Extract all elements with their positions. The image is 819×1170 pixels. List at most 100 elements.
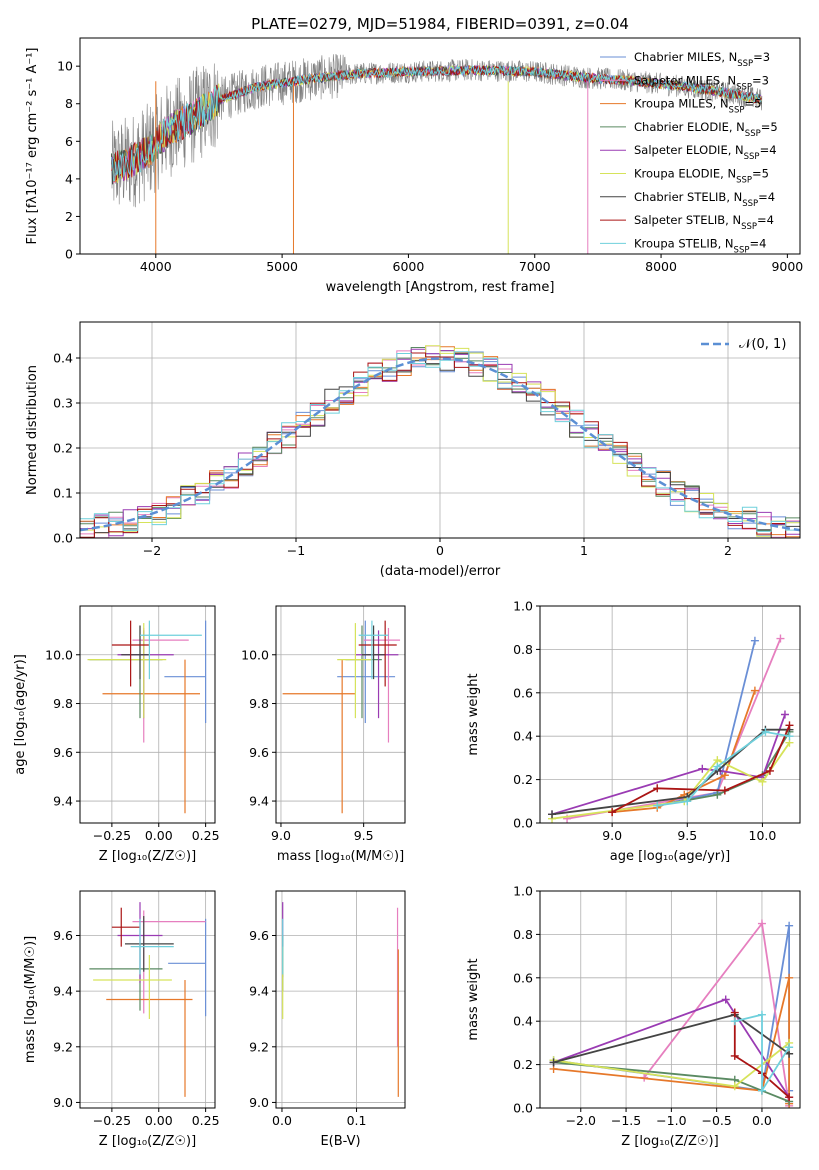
y-tick-label: 10 bbox=[57, 59, 73, 74]
legend-label-kroupa_stelib: Kroupa STELIB, NSSP=4 bbox=[634, 236, 766, 255]
y-tick-label: 0.8 bbox=[513, 642, 533, 657]
plot-area bbox=[80, 345, 800, 538]
mass-vs-ebv-panel: 0.0 0.1 9.0 9.2 9.4 9.6 E(B-V) bbox=[249, 890, 406, 1149]
y-tick-label: 8 bbox=[65, 96, 73, 111]
y-tick-label: 0.0 bbox=[53, 531, 73, 546]
y-tick-label: 9.4 bbox=[249, 794, 269, 809]
y-tick-label: 9.8 bbox=[53, 696, 73, 711]
legend-label-salpeter_stelib: Salpeter STELIB, NSSP=4 bbox=[634, 213, 774, 232]
y-tick-label: 0.3 bbox=[53, 396, 73, 411]
weight-marker-chabrier_miles bbox=[785, 921, 794, 930]
weight-marker-chabrier_stelib bbox=[548, 810, 557, 819]
x-tick-label: 5000 bbox=[266, 259, 298, 274]
x-tick-label: 0.0 bbox=[272, 1113, 292, 1128]
y-axis-label: mass weight bbox=[466, 958, 481, 1040]
plot-area bbox=[282, 902, 399, 1097]
x-axis-label: age [log₁₀(age/yr)] bbox=[610, 849, 731, 864]
legend-label-salpeter_elodie: Salpeter ELODIE, NSSP=4 bbox=[634, 143, 777, 162]
plot-area bbox=[549, 919, 794, 1108]
spectrum-legend: Chabrier MILES, NSSP=3 Salpeter MILES, NS… bbox=[600, 50, 778, 255]
axes-frame bbox=[275, 605, 406, 824]
plot-area bbox=[87, 620, 207, 814]
x-axis-label: Z [log₁₀(Z/Z☉)] bbox=[99, 1134, 196, 1149]
y-tick-label: 9.6 bbox=[53, 928, 73, 943]
x-axis-label: wavelength [Angstrom, rest frame] bbox=[326, 280, 555, 295]
y-tick-label: 0.1 bbox=[53, 486, 73, 501]
weight-marker-salpeter_miles bbox=[776, 634, 785, 643]
axes-frame bbox=[539, 605, 801, 824]
mass-weight-vs-age-panel: 9.0 9.5 10.0 0.0 0.2 0.4 0.6 0.8 1.0 age [log₁₀(a… bbox=[466, 599, 801, 864]
residual-histogram-kroupa_stelib bbox=[80, 351, 800, 532]
weight-line-kroupa_stelib bbox=[734, 1013, 790, 1094]
y-axis-label: age [log₁₀(age/yr)] bbox=[13, 654, 28, 775]
y-tick-label: 0.4 bbox=[513, 729, 533, 744]
x-tick-label: 10.0 bbox=[749, 828, 777, 843]
x-tick-label: 8000 bbox=[645, 259, 677, 274]
x-tick-label: 0.00 bbox=[145, 1113, 173, 1128]
weight-marker-kroupa_stelib bbox=[785, 1043, 794, 1052]
x-tick-label: 6000 bbox=[393, 259, 425, 274]
legend-label-chabrier_stelib: Chabrier STELIB, NSSP=4 bbox=[634, 190, 775, 209]
y-tick-label: 9.6 bbox=[53, 745, 73, 760]
y-tick-label: 9.2 bbox=[249, 1039, 269, 1054]
x-tick-label: −2 bbox=[143, 543, 161, 558]
y-tick-label: 0.6 bbox=[513, 970, 533, 985]
weight-marker-kroupa_miles bbox=[785, 973, 794, 982]
y-tick-label: 0.0 bbox=[513, 1101, 533, 1116]
weight-marker-salpeter_stelib bbox=[720, 786, 729, 795]
weight-marker-chabrier_stelib bbox=[549, 1058, 558, 1067]
y-axis-label: Flux [fλ10⁻¹⁷ erg cm⁻² s⁻¹ A⁻¹] bbox=[25, 48, 40, 245]
weight-marker-salpeter_stelib bbox=[653, 784, 662, 793]
figure-title: PLATE=0279, MJD=51984, FIBERID=0391, z=0… bbox=[251, 15, 629, 33]
y-tick-label: 0.8 bbox=[513, 927, 533, 942]
y-tick-label: 1.0 bbox=[513, 884, 533, 899]
model-spectrum-kroupa_stelib bbox=[111, 64, 762, 182]
y-tick-label: 9.2 bbox=[53, 1039, 73, 1054]
legend-label-chabrier_miles: Chabrier MILES, NSSP=3 bbox=[634, 50, 770, 69]
residual-histogram-kroupa_elodie bbox=[80, 345, 800, 537]
weight-marker-salpeter_stelib bbox=[785, 1093, 794, 1102]
x-tick-label: 0.25 bbox=[192, 1113, 220, 1128]
weight-line-kroupa_miles bbox=[612, 690, 756, 813]
y-axis-label: mass [log₁₀(M/M☉)] bbox=[23, 936, 38, 1063]
axes-frame bbox=[275, 890, 406, 1109]
y-tick-label: 1.0 bbox=[513, 599, 533, 614]
legend-label-kroupa_elodie: Kroupa ELODIE, NSSP=5 bbox=[634, 167, 769, 186]
weight-marker-salpeter_stelib bbox=[730, 1051, 739, 1060]
age-vs-metallicity-panel: −0.25 0.00 0.25 9.4 9.6 9.8 10.0 Z [log₁₀(Z/Z☉)… bbox=[13, 605, 220, 864]
x-tick-label: 0 bbox=[436, 543, 444, 558]
y-tick-label: 4 bbox=[65, 171, 73, 186]
legend-label-kroupa_miles: Kroupa MILES, NSSP=5 bbox=[634, 97, 761, 116]
weight-marker-salpeter_stelib bbox=[730, 1008, 739, 1017]
y-tick-label: 0.4 bbox=[513, 1014, 533, 1029]
y-tick-label: 9.0 bbox=[53, 1095, 73, 1110]
x-tick-label: 9.5 bbox=[677, 828, 697, 843]
x-axis-label: Z [log₁₀(Z/Z☉)] bbox=[99, 849, 196, 864]
x-tick-label: −1.0 bbox=[656, 1113, 686, 1128]
weight-marker-kroupa_stelib bbox=[761, 727, 770, 736]
weight-marker-kroupa_stelib bbox=[730, 1017, 739, 1026]
y-tick-label: 6 bbox=[65, 134, 73, 149]
y-tick-label: 10.0 bbox=[45, 647, 73, 662]
x-tick-label: 7000 bbox=[519, 259, 551, 274]
y-axis-label: mass weight bbox=[466, 673, 481, 755]
x-tick-label: 9.0 bbox=[602, 828, 622, 843]
weight-marker-salpeter_elodie bbox=[780, 710, 789, 719]
y-axis-label: Normed distribution bbox=[25, 365, 40, 495]
mass-vs-metallicity-panel: −0.25 0.00 0.25 9.0 9.2 9.4 9.6 Z [log₁₀(Z/Z☉)]… bbox=[23, 890, 220, 1149]
weight-marker-kroupa_elodie bbox=[730, 1082, 739, 1091]
x-tick-label: 0.25 bbox=[192, 828, 220, 843]
x-tick-label: −0.5 bbox=[701, 1113, 731, 1128]
y-tick-label: 0.2 bbox=[53, 441, 73, 456]
weight-marker-salpeter_elodie bbox=[698, 764, 707, 773]
y-tick-label: 9.8 bbox=[249, 696, 269, 711]
weight-marker-kroupa_stelib bbox=[785, 732, 794, 741]
x-tick-label: 9.5 bbox=[354, 828, 374, 843]
residual-histogram-chabrier_elodie bbox=[80, 347, 800, 531]
x-tick-label: 1 bbox=[580, 543, 588, 558]
y-tick-label: 0.4 bbox=[53, 351, 73, 366]
y-tick-label: 0.6 bbox=[513, 685, 533, 700]
weight-marker-salpeter_stelib bbox=[608, 808, 617, 817]
plot-area bbox=[548, 634, 794, 823]
